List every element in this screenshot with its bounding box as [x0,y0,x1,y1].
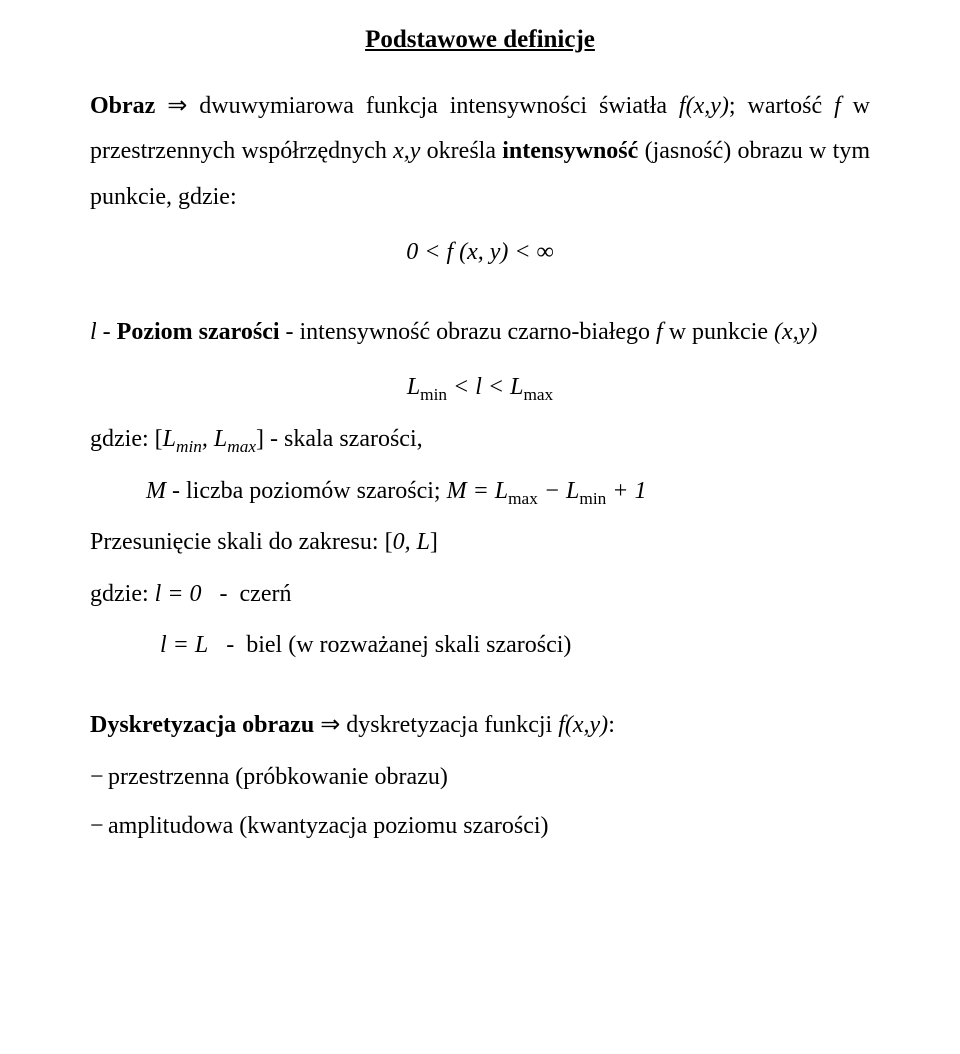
bullet-text: amplitudowa (kwantyzacja poziomu szarośc… [108,804,549,850]
eq-lL: l = L [160,632,208,658]
arrow-icon: ⇒ [155,93,199,119]
text: ] [430,529,438,555]
bullet-text: przestrzenna (próbkowanie obrazu) [108,755,448,801]
xy-symbol: (x,y) [774,319,817,345]
xy-symbol: x,y [393,138,420,164]
text: określa [420,138,502,164]
eq-sub: min [420,385,447,404]
text: gdzie: [ [90,426,163,452]
l-symbol: l [90,319,97,345]
fxy-symbol: f(x,y) [679,93,729,119]
list-item: − przestrzenna (próbkowanie obrazu) [90,755,870,801]
page-title: Podstawowe definicje [90,16,870,64]
poziom-label: Poziom szarości [117,319,280,345]
text: , [202,426,214,452]
text: - intensywność obrazu czarno-białego [280,319,657,345]
bullet-list: − przestrzenna (próbkowanie obrazu) − am… [90,755,870,850]
text: w punkcie [663,319,774,345]
eq-mid: < l < L [447,374,523,400]
obraz-label: Obraz [90,93,155,119]
L-symbol: L [214,426,227,452]
paragraph-przesuniecie: Przesunięcie skali do zakresu: [0, L] [90,520,870,566]
bullet-dash-icon: − [90,755,108,801]
equation-f-range: 0 < f (x, y) < ∞ [90,230,870,276]
eq-mid: − L [538,478,580,504]
arrow-icon: ⇒ [314,712,346,738]
equation-l-range: Lmin < l < Lmax [90,365,870,411]
text: - [97,319,117,345]
bullet-dash-icon: − [90,804,108,850]
f-symbol: f [834,93,841,119]
text: gdzie: [90,581,155,607]
text: ] - skala szarości, [256,426,423,452]
list-item: − amplitudowa (kwantyzacja poziomu szaro… [90,804,870,850]
min-sub: min [176,437,202,456]
text: dyskretyzacja funkcji [346,712,558,738]
eq-lzero: l = 0 [155,581,202,607]
paragraph-czern: gdzie: l = 0 - czerń [90,572,870,618]
document-page: Podstawowe definicje Obraz ⇒ dwuwymiarow… [0,0,960,1054]
paragraph-obraz: Obraz ⇒ dwuwymiarowa funkcja intensywnoś… [90,84,870,221]
eq-pre: M = L [447,478,509,504]
eq-end: + 1 [606,478,646,504]
paragraph-skala: gdzie: [Lmin, Lmax] - skala szarości, [90,417,870,463]
text: - czerń [202,581,292,607]
eq-sub: max [508,488,538,507]
text: - biel (w rozważanej skali szarości) [208,632,571,658]
text: ; [729,93,748,119]
dyskretyzacja-label: Dyskretyzacja obrazu [90,712,314,738]
paragraph-poziom: l - Poziom szarości - intensywność obraz… [90,310,870,356]
paragraph-dyskretyzacja: Dyskretyzacja obrazu ⇒ dyskretyzacja fun… [90,703,870,749]
M-symbol: M [146,478,166,504]
paragraph-biel: l = L - biel (w rozważanej skali szarośc… [90,623,870,669]
paragraph-liczba-poziomow: M - liczba poziomów szarości; M = Lmax −… [90,469,870,515]
text: Przesunięcie skali do zakresu: [ [90,529,393,555]
eq-sub: max [523,385,553,404]
text: : [608,712,615,738]
intensywnosc-label: intensywność [502,138,638,164]
text: - liczba poziomów szarości; [166,478,447,504]
range-symbol: 0, L [393,529,430,555]
f-symbol: f [656,319,663,345]
text: wartość [748,93,835,119]
eq-text: 0 < f (x, y) < ∞ [406,239,553,265]
max-sub: max [227,437,256,456]
fxy-symbol: f(x,y) [558,712,608,738]
eq-pre: L [407,374,420,400]
L-symbol: L [163,426,176,452]
text: dwuwymiarowa funkcja intensywności świat… [199,93,679,119]
eq-sub: min [579,488,606,507]
